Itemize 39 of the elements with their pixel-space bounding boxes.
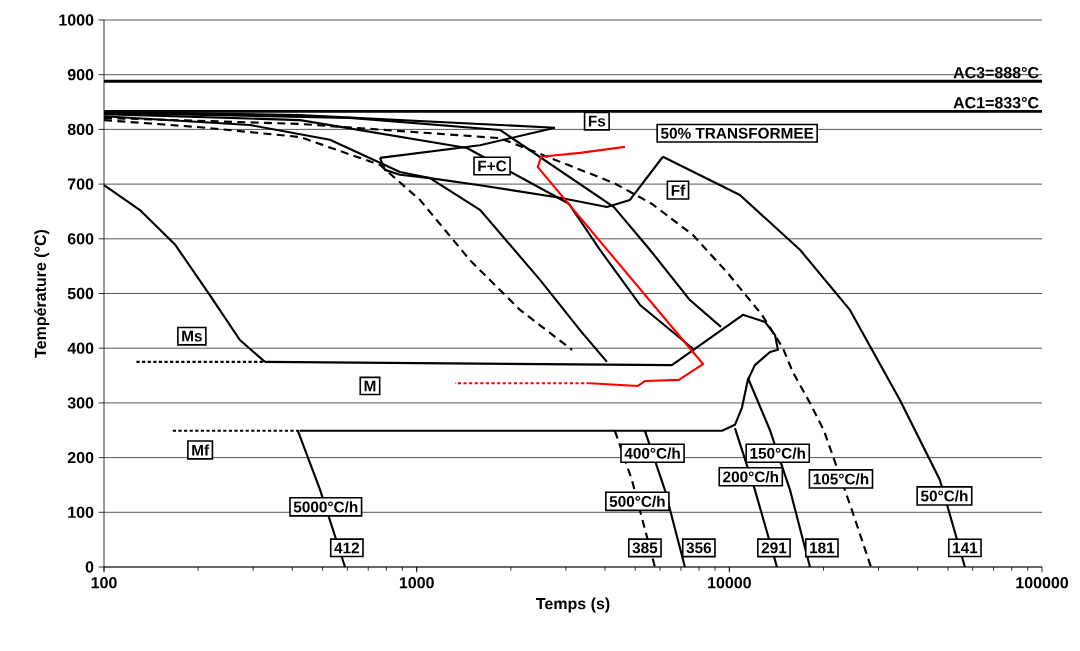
annotation: 141 (953, 542, 978, 554)
annotation: 385 (632, 542, 658, 554)
y-tick-label: 800 (67, 123, 94, 136)
y-tick-label: 100 (68, 506, 94, 518)
x-tick-label: 100 (91, 577, 117, 589)
annotation: 5000°C/h (293, 501, 358, 513)
annotation: 356 (686, 542, 712, 554)
annotation: 291 (761, 542, 787, 554)
y-tick-label: 200 (67, 451, 94, 464)
x-tick-label: 10000 (708, 577, 751, 589)
ref-line-label: AC3=888°C (953, 66, 1039, 79)
annotation: 105°C/h (813, 473, 869, 485)
y-tick-label: 700 (67, 178, 94, 190)
annotation: M (364, 380, 376, 392)
annotation: 181 (810, 542, 835, 554)
y-tick-label: 400 (67, 342, 94, 354)
y-tick-label: 1000 (59, 14, 94, 26)
y-axis-title: Température (°C) (34, 229, 50, 358)
y-tick-label: 300 (67, 397, 94, 409)
annotation: Ms (182, 330, 202, 342)
y-tick-label: 900 (67, 69, 94, 81)
x-axis-title: Temps (s) (536, 597, 610, 613)
annotation: 412 (334, 542, 360, 554)
ref-line-label: AC1=833°C (953, 97, 1039, 109)
y-tick-label: 0 (85, 561, 94, 573)
annotation: 200°C/h (723, 471, 779, 483)
annotation: 50°C/h (920, 490, 968, 502)
y-tick-label: 600 (67, 233, 94, 245)
annotation: F+C (478, 160, 507, 172)
annotation: 400°C/h (624, 447, 680, 459)
annotation: 50% TRANSFORMEE (660, 127, 814, 139)
annotation: Ff (671, 184, 686, 196)
x-tick-label: 1000 (399, 577, 434, 589)
annotation: Mf (192, 444, 210, 456)
annotation: 150°C/h (750, 447, 805, 459)
x-tick-label: 100000 (1016, 577, 1069, 589)
y-tick-label: 500 (67, 287, 94, 300)
annotation: 500°C/h (609, 495, 665, 508)
annotation: Fs (588, 115, 606, 127)
